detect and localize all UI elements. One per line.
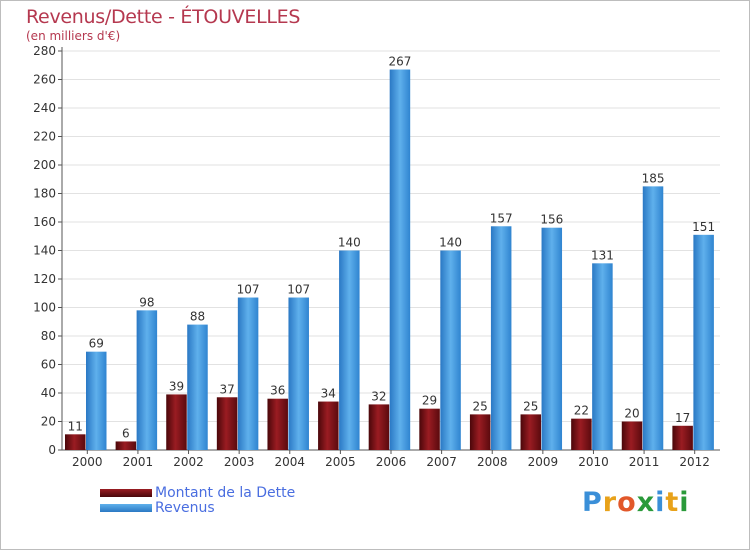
logo-letter: r: [602, 487, 618, 518]
y-tick-label: 140: [33, 244, 56, 258]
y-tick-label: 40: [41, 386, 56, 400]
data-label: 140: [439, 236, 462, 250]
bar-revenus: [440, 250, 461, 450]
x-tick-label: 2002: [173, 455, 204, 469]
logo-letter: i: [679, 487, 690, 518]
bar-revenus: [693, 234, 714, 450]
bar-debt: [368, 404, 390, 450]
bar-debt: [469, 414, 491, 450]
data-label: 36: [270, 384, 285, 398]
logo-letter: t: [665, 487, 680, 518]
data-label: 39: [169, 379, 184, 393]
x-tick-label: 2004: [274, 455, 305, 469]
legend-swatch-revenus: [100, 504, 152, 512]
legend-swatch-debt: [100, 489, 152, 497]
x-tick-label: 2010: [578, 455, 609, 469]
y-tick-label: 80: [41, 329, 56, 343]
data-label: 157: [490, 211, 513, 225]
x-tick-label: 2001: [123, 455, 154, 469]
x-tick-label: 2008: [477, 455, 508, 469]
data-label: 69: [89, 337, 104, 351]
proxiti-logo: Proxiti: [582, 487, 690, 518]
chart-subtitle: (en milliers d'€): [26, 29, 121, 43]
bar-debt: [571, 418, 592, 450]
data-label: 25: [473, 399, 488, 413]
data-label: 107: [237, 283, 260, 297]
bar-revenus: [187, 324, 208, 450]
data-label: 88: [190, 310, 205, 324]
x-tick-label: 2007: [426, 455, 457, 469]
y-tick-label: 240: [33, 101, 56, 115]
x-tick-label: 2011: [629, 455, 660, 469]
logo-letter: x: [636, 487, 656, 518]
data-label: 151: [692, 220, 715, 234]
data-label: 267: [388, 55, 411, 69]
data-label: 22: [574, 404, 589, 418]
bar-revenus: [642, 186, 664, 450]
bar-debt: [318, 401, 339, 450]
data-label: 156: [540, 213, 563, 227]
chart-title: Revenus/Dette - ÉTOUVELLES: [26, 6, 301, 28]
bar-debt: [65, 434, 86, 450]
bar-revenus: [490, 226, 512, 450]
y-tick-label: 180: [33, 187, 56, 201]
data-label: 37: [219, 382, 234, 396]
y-tick-label: 0: [48, 443, 56, 457]
legend-label-revenus: Revenus: [155, 500, 215, 516]
bar-debt: [115, 441, 137, 450]
data-label: 6: [122, 426, 130, 440]
bar-revenus: [288, 297, 309, 450]
y-tick-label: 120: [33, 272, 56, 286]
data-label: 17: [675, 411, 690, 425]
data-label: 131: [591, 248, 614, 262]
logo-letter: o: [617, 487, 637, 518]
bar-debt: [216, 397, 238, 450]
bar-debt: [267, 398, 288, 450]
y-tick-label: 260: [33, 73, 56, 87]
x-tick-label: 2006: [376, 455, 407, 469]
y-tick-label: 20: [41, 415, 56, 429]
bar-revenus: [541, 227, 563, 450]
x-tick-label: 2009: [528, 455, 559, 469]
bar-revenus: [339, 250, 360, 450]
y-tick-label: 220: [33, 130, 56, 144]
bar-revenus: [237, 297, 259, 450]
x-tick-label: 2000: [72, 455, 103, 469]
bar-revenus: [592, 263, 613, 450]
bar-debt: [621, 421, 643, 450]
data-label: 25: [523, 399, 538, 413]
y-tick-label: 100: [33, 301, 56, 315]
x-tick-label: 2012: [679, 455, 710, 469]
data-label: 34: [321, 387, 336, 401]
y-tick-label: 280: [33, 44, 56, 58]
bar-revenus: [136, 310, 158, 450]
x-tick-label: 2005: [325, 455, 356, 469]
legend-label-debt: Montant de la Dette: [155, 485, 296, 501]
data-label: 11: [68, 419, 83, 433]
y-tick-label: 160: [33, 215, 56, 229]
data-label: 20: [624, 407, 639, 421]
data-label: 185: [642, 171, 665, 185]
bars: [65, 69, 714, 451]
bar-debt: [419, 408, 440, 450]
bar-debt: [672, 425, 693, 450]
data-label: 107: [287, 283, 310, 297]
y-tick-label: 200: [33, 158, 56, 172]
data-label: 32: [371, 389, 386, 403]
y-tick-label: 60: [41, 358, 56, 372]
bar-debt: [520, 414, 542, 450]
data-label: 29: [422, 394, 437, 408]
bar-revenus: [389, 69, 411, 451]
bar-debt: [166, 394, 187, 450]
logo-letter: P: [582, 487, 603, 518]
bar-revenus: [86, 351, 107, 450]
labels: 0204060801001201401601802002202402602802…: [33, 44, 715, 469]
logo-letter: i: [655, 487, 666, 518]
x-tick-label: 2003: [224, 455, 255, 469]
data-label: 140: [338, 236, 361, 250]
data-label: 98: [139, 295, 154, 309]
